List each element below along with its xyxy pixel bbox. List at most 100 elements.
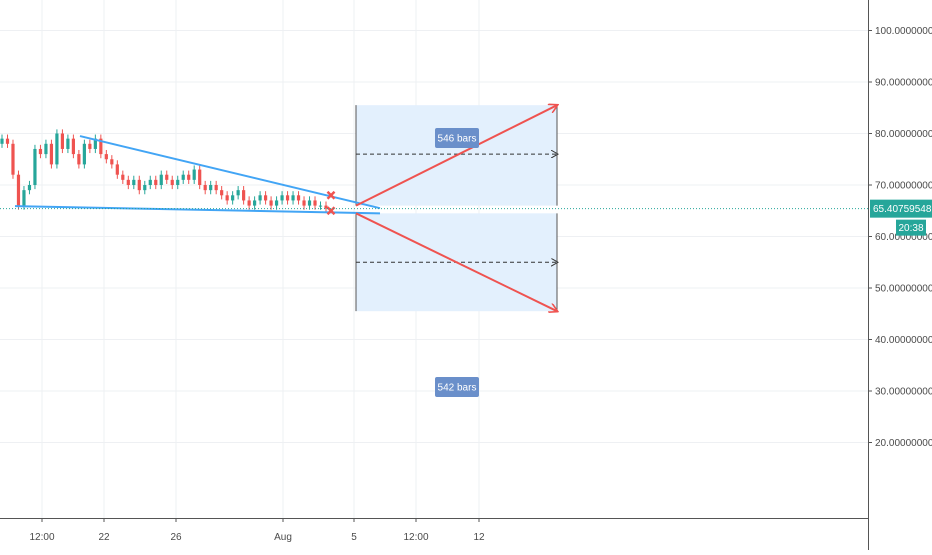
candle-body bbox=[148, 179, 152, 185]
candle-body bbox=[60, 133, 65, 149]
candle-body bbox=[307, 200, 312, 206]
triangle-upper-trendline[interactable] bbox=[79, 135, 381, 210]
price-tick-label: 70.00000000 bbox=[875, 181, 932, 192]
candle-body bbox=[209, 185, 213, 191]
candle-body bbox=[154, 179, 158, 185]
candle bbox=[280, 191, 284, 205]
candle-body bbox=[22, 190, 26, 206]
candle-body bbox=[115, 164, 119, 175]
candle-body bbox=[11, 143, 15, 175]
time-tick-label: 5 bbox=[351, 532, 357, 543]
candle-body bbox=[71, 138, 75, 155]
candle-body bbox=[104, 154, 108, 160]
candle bbox=[126, 175, 130, 190]
candle bbox=[231, 191, 235, 205]
time-tick-label: 22 bbox=[98, 532, 110, 543]
bars-label-upper-bg bbox=[435, 128, 479, 148]
candle-body bbox=[302, 200, 306, 206]
candle bbox=[93, 134, 97, 154]
candle-body bbox=[16, 174, 21, 206]
triangle-lower-trendline[interactable] bbox=[14, 205, 381, 215]
candle bbox=[165, 170, 169, 184]
countdown-value: 20:38 bbox=[898, 223, 923, 234]
projection-up-arrow[interactable] bbox=[355, 105, 557, 207]
candle bbox=[5, 134, 10, 148]
candle-body bbox=[5, 138, 10, 144]
bars-label-lower-bg bbox=[435, 377, 479, 397]
candle bbox=[154, 175, 158, 190]
bars-label-upper[interactable]: 546 bars bbox=[435, 128, 479, 148]
time-tick-label: 12 bbox=[473, 532, 485, 543]
candle bbox=[38, 144, 43, 159]
candle-body bbox=[280, 195, 284, 201]
time-tick-label: 26 bbox=[170, 532, 182, 543]
candle bbox=[181, 170, 185, 184]
bars-label-lower-text: 542 bars bbox=[438, 383, 477, 394]
candle bbox=[55, 129, 59, 169]
candle bbox=[307, 196, 312, 210]
candle-body bbox=[324, 205, 328, 209]
candle bbox=[302, 196, 306, 210]
candle bbox=[318, 201, 323, 210]
price-tick-label: 40.00000000 bbox=[875, 335, 932, 346]
breakout-x-marker[interactable] bbox=[326, 190, 336, 200]
price-tick-label: 90.00000000 bbox=[875, 78, 932, 89]
projection-down-arrow[interactable] bbox=[355, 212, 557, 311]
candle-body bbox=[291, 195, 295, 201]
candle bbox=[198, 165, 202, 190]
candle bbox=[187, 170, 191, 184]
price-tick-label: 80.00000000 bbox=[875, 129, 932, 140]
candle-body bbox=[38, 148, 43, 155]
candle-body bbox=[253, 200, 257, 206]
drawings-layer[interactable]: 546 bars 542 bars bbox=[14, 105, 557, 397]
candle bbox=[77, 149, 81, 169]
candle bbox=[110, 155, 114, 169]
candle bbox=[176, 175, 180, 190]
bars-label-lower[interactable]: 542 bars bbox=[435, 377, 479, 397]
candle-body bbox=[285, 195, 290, 201]
candle-body bbox=[33, 148, 37, 185]
candle-body bbox=[93, 138, 97, 149]
countdown-tag bbox=[896, 219, 926, 236]
candle bbox=[148, 175, 152, 190]
current-price-value: 65.40759548 bbox=[873, 204, 932, 215]
candle bbox=[220, 186, 224, 200]
candle bbox=[296, 191, 301, 205]
x-stroke bbox=[326, 190, 336, 200]
price-tick-label: 30.00000000 bbox=[875, 387, 932, 398]
candle-body bbox=[99, 138, 103, 155]
candle bbox=[291, 191, 295, 205]
candle bbox=[263, 191, 268, 205]
candle bbox=[60, 129, 65, 154]
candle-body bbox=[143, 185, 147, 191]
candle bbox=[285, 191, 290, 205]
candle bbox=[33, 144, 37, 190]
candle bbox=[192, 165, 196, 184]
candle-body bbox=[258, 195, 262, 201]
candle-body bbox=[121, 174, 125, 180]
candle-body bbox=[318, 205, 323, 207]
candle bbox=[203, 180, 207, 195]
candle-body bbox=[110, 159, 114, 165]
price-axis[interactable] bbox=[868, 0, 932, 550]
candle-body bbox=[225, 195, 229, 201]
candle-body bbox=[214, 185, 218, 191]
candle-body bbox=[187, 174, 191, 180]
price-tags: 65.40759548 20:38 bbox=[0, 199, 932, 236]
candle-body bbox=[66, 138, 70, 149]
current-price-tag bbox=[870, 199, 932, 218]
candle-body bbox=[242, 190, 246, 201]
time-tick-label: 12:00 bbox=[29, 532, 54, 543]
candle bbox=[121, 170, 125, 184]
candle bbox=[11, 139, 15, 179]
candle bbox=[258, 191, 262, 205]
candle bbox=[104, 149, 108, 164]
candle bbox=[82, 139, 86, 169]
candle-body bbox=[126, 179, 130, 185]
price-tick-label: 60.00000000 bbox=[875, 232, 932, 243]
candle-body bbox=[192, 169, 196, 180]
candles-layer bbox=[0, 129, 328, 213]
